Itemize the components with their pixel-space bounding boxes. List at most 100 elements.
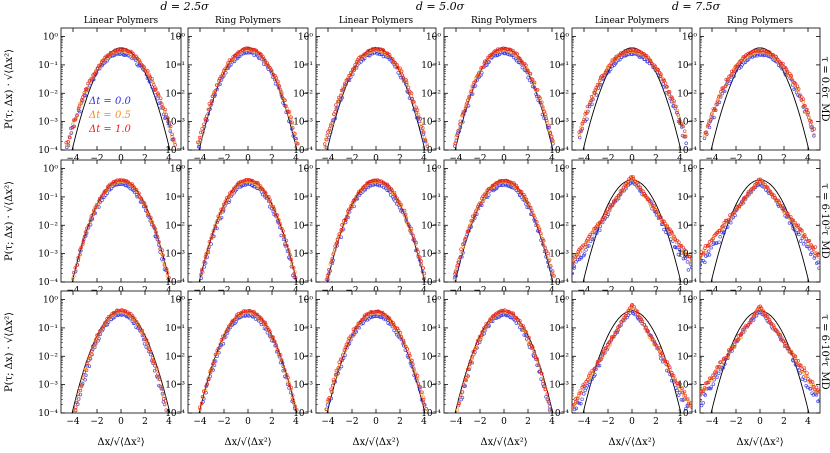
data-point bbox=[524, 332, 529, 337]
data-point bbox=[582, 384, 587, 388]
data-point bbox=[167, 120, 172, 125]
data-point bbox=[689, 256, 692, 261]
data-point bbox=[413, 242, 418, 246]
data-point bbox=[208, 370, 213, 375]
data-point bbox=[273, 212, 278, 217]
data-point bbox=[287, 110, 292, 114]
data-point bbox=[803, 378, 807, 383]
data-point bbox=[200, 267, 204, 272]
panel-plot-area bbox=[454, 308, 554, 413]
data-point bbox=[482, 329, 487, 334]
y-tick-label: 10⁰ bbox=[170, 165, 185, 175]
data-point bbox=[94, 337, 99, 341]
data-point bbox=[800, 228, 804, 233]
y-tick-label: 10⁰ bbox=[426, 33, 441, 43]
y-tick-label: 10⁻¹ bbox=[38, 61, 58, 71]
y-tick-label: 10⁻¹ bbox=[549, 324, 569, 334]
data-point bbox=[458, 393, 463, 397]
x-tick-label: −4 bbox=[577, 417, 591, 427]
y-tick-label: 10⁻³ bbox=[677, 118, 697, 128]
y-tick-label: 10⁻⁴ bbox=[421, 278, 441, 288]
y-tick-label: 10⁻¹ bbox=[38, 193, 58, 203]
data-point bbox=[526, 75, 530, 80]
data-point bbox=[709, 118, 713, 122]
data-point bbox=[454, 135, 458, 139]
data-point bbox=[483, 325, 488, 329]
data-point bbox=[622, 315, 626, 320]
data-point bbox=[774, 55, 779, 59]
data-point bbox=[219, 207, 223, 212]
data-point bbox=[703, 134, 707, 138]
data-point bbox=[168, 128, 173, 132]
data-point bbox=[349, 70, 353, 75]
data-point bbox=[355, 322, 360, 326]
data-point bbox=[461, 251, 465, 255]
data-point bbox=[351, 72, 355, 76]
data-point bbox=[419, 259, 424, 263]
data-point bbox=[353, 63, 357, 67]
data-point bbox=[649, 334, 654, 339]
data-point bbox=[170, 132, 174, 137]
data-point bbox=[752, 54, 756, 58]
data-point bbox=[793, 220, 797, 225]
data-point bbox=[402, 208, 407, 213]
panel-r3-c2: 10⁰ 10⁻¹ 10⁻² 10⁻³ 10⁻⁴ −4 −2 0 2 4 bbox=[165, 290, 309, 427]
data-point bbox=[376, 47, 381, 51]
data-point bbox=[418, 385, 422, 389]
data-point bbox=[207, 107, 211, 112]
series-dt-2 bbox=[324, 309, 428, 411]
data-point bbox=[482, 331, 486, 336]
data-point bbox=[474, 209, 478, 213]
data-point bbox=[732, 74, 736, 78]
panel-r1-c5: 10⁰ 10⁻¹ 10⁻² 10⁻³ 10⁻⁴ −4 −2 0 2 4 bbox=[549, 27, 693, 164]
data-point bbox=[212, 92, 216, 97]
data-point bbox=[329, 258, 334, 263]
data-point bbox=[276, 218, 281, 222]
data-point bbox=[137, 191, 141, 195]
data-point bbox=[82, 372, 87, 377]
data-point bbox=[256, 182, 261, 186]
data-point bbox=[740, 63, 744, 67]
data-point bbox=[590, 102, 594, 106]
data-point bbox=[745, 58, 749, 63]
data-point bbox=[404, 344, 408, 349]
data-point bbox=[677, 248, 682, 252]
data-point bbox=[161, 259, 165, 263]
y-tick-label: 10⁻² bbox=[677, 352, 697, 362]
data-point bbox=[339, 228, 343, 232]
data-point bbox=[621, 185, 626, 190]
data-point bbox=[345, 346, 349, 350]
data-point bbox=[631, 174, 635, 179]
data-point bbox=[199, 272, 203, 277]
y-tick-label: 10⁰ bbox=[43, 165, 58, 175]
data-point bbox=[402, 340, 406, 344]
data-point bbox=[290, 120, 294, 124]
data-point bbox=[672, 99, 676, 103]
data-point bbox=[271, 335, 275, 339]
y-tick-label: 10⁻³ bbox=[293, 381, 313, 391]
data-point bbox=[162, 402, 167, 406]
y-tick-label: 10⁻¹ bbox=[165, 193, 185, 203]
panel-plot-area bbox=[198, 177, 298, 282]
data-point bbox=[158, 96, 163, 100]
y-tick-label: 10⁻⁴ bbox=[293, 278, 313, 288]
x-tick-label: −4 bbox=[321, 417, 335, 427]
data-point bbox=[75, 263, 80, 267]
data-point bbox=[401, 338, 406, 342]
data-point bbox=[79, 101, 83, 106]
data-point bbox=[329, 387, 333, 392]
data-point bbox=[286, 109, 290, 114]
data-point bbox=[113, 310, 117, 315]
data-point bbox=[785, 70, 790, 74]
data-point bbox=[335, 100, 340, 104]
data-point bbox=[209, 242, 213, 246]
data-point bbox=[336, 366, 341, 370]
data-point bbox=[684, 406, 688, 411]
data-point bbox=[768, 189, 773, 194]
data-point bbox=[66, 143, 71, 148]
data-point bbox=[87, 364, 92, 368]
data-point bbox=[686, 396, 690, 401]
data-point bbox=[458, 119, 463, 124]
data-point bbox=[170, 134, 174, 139]
